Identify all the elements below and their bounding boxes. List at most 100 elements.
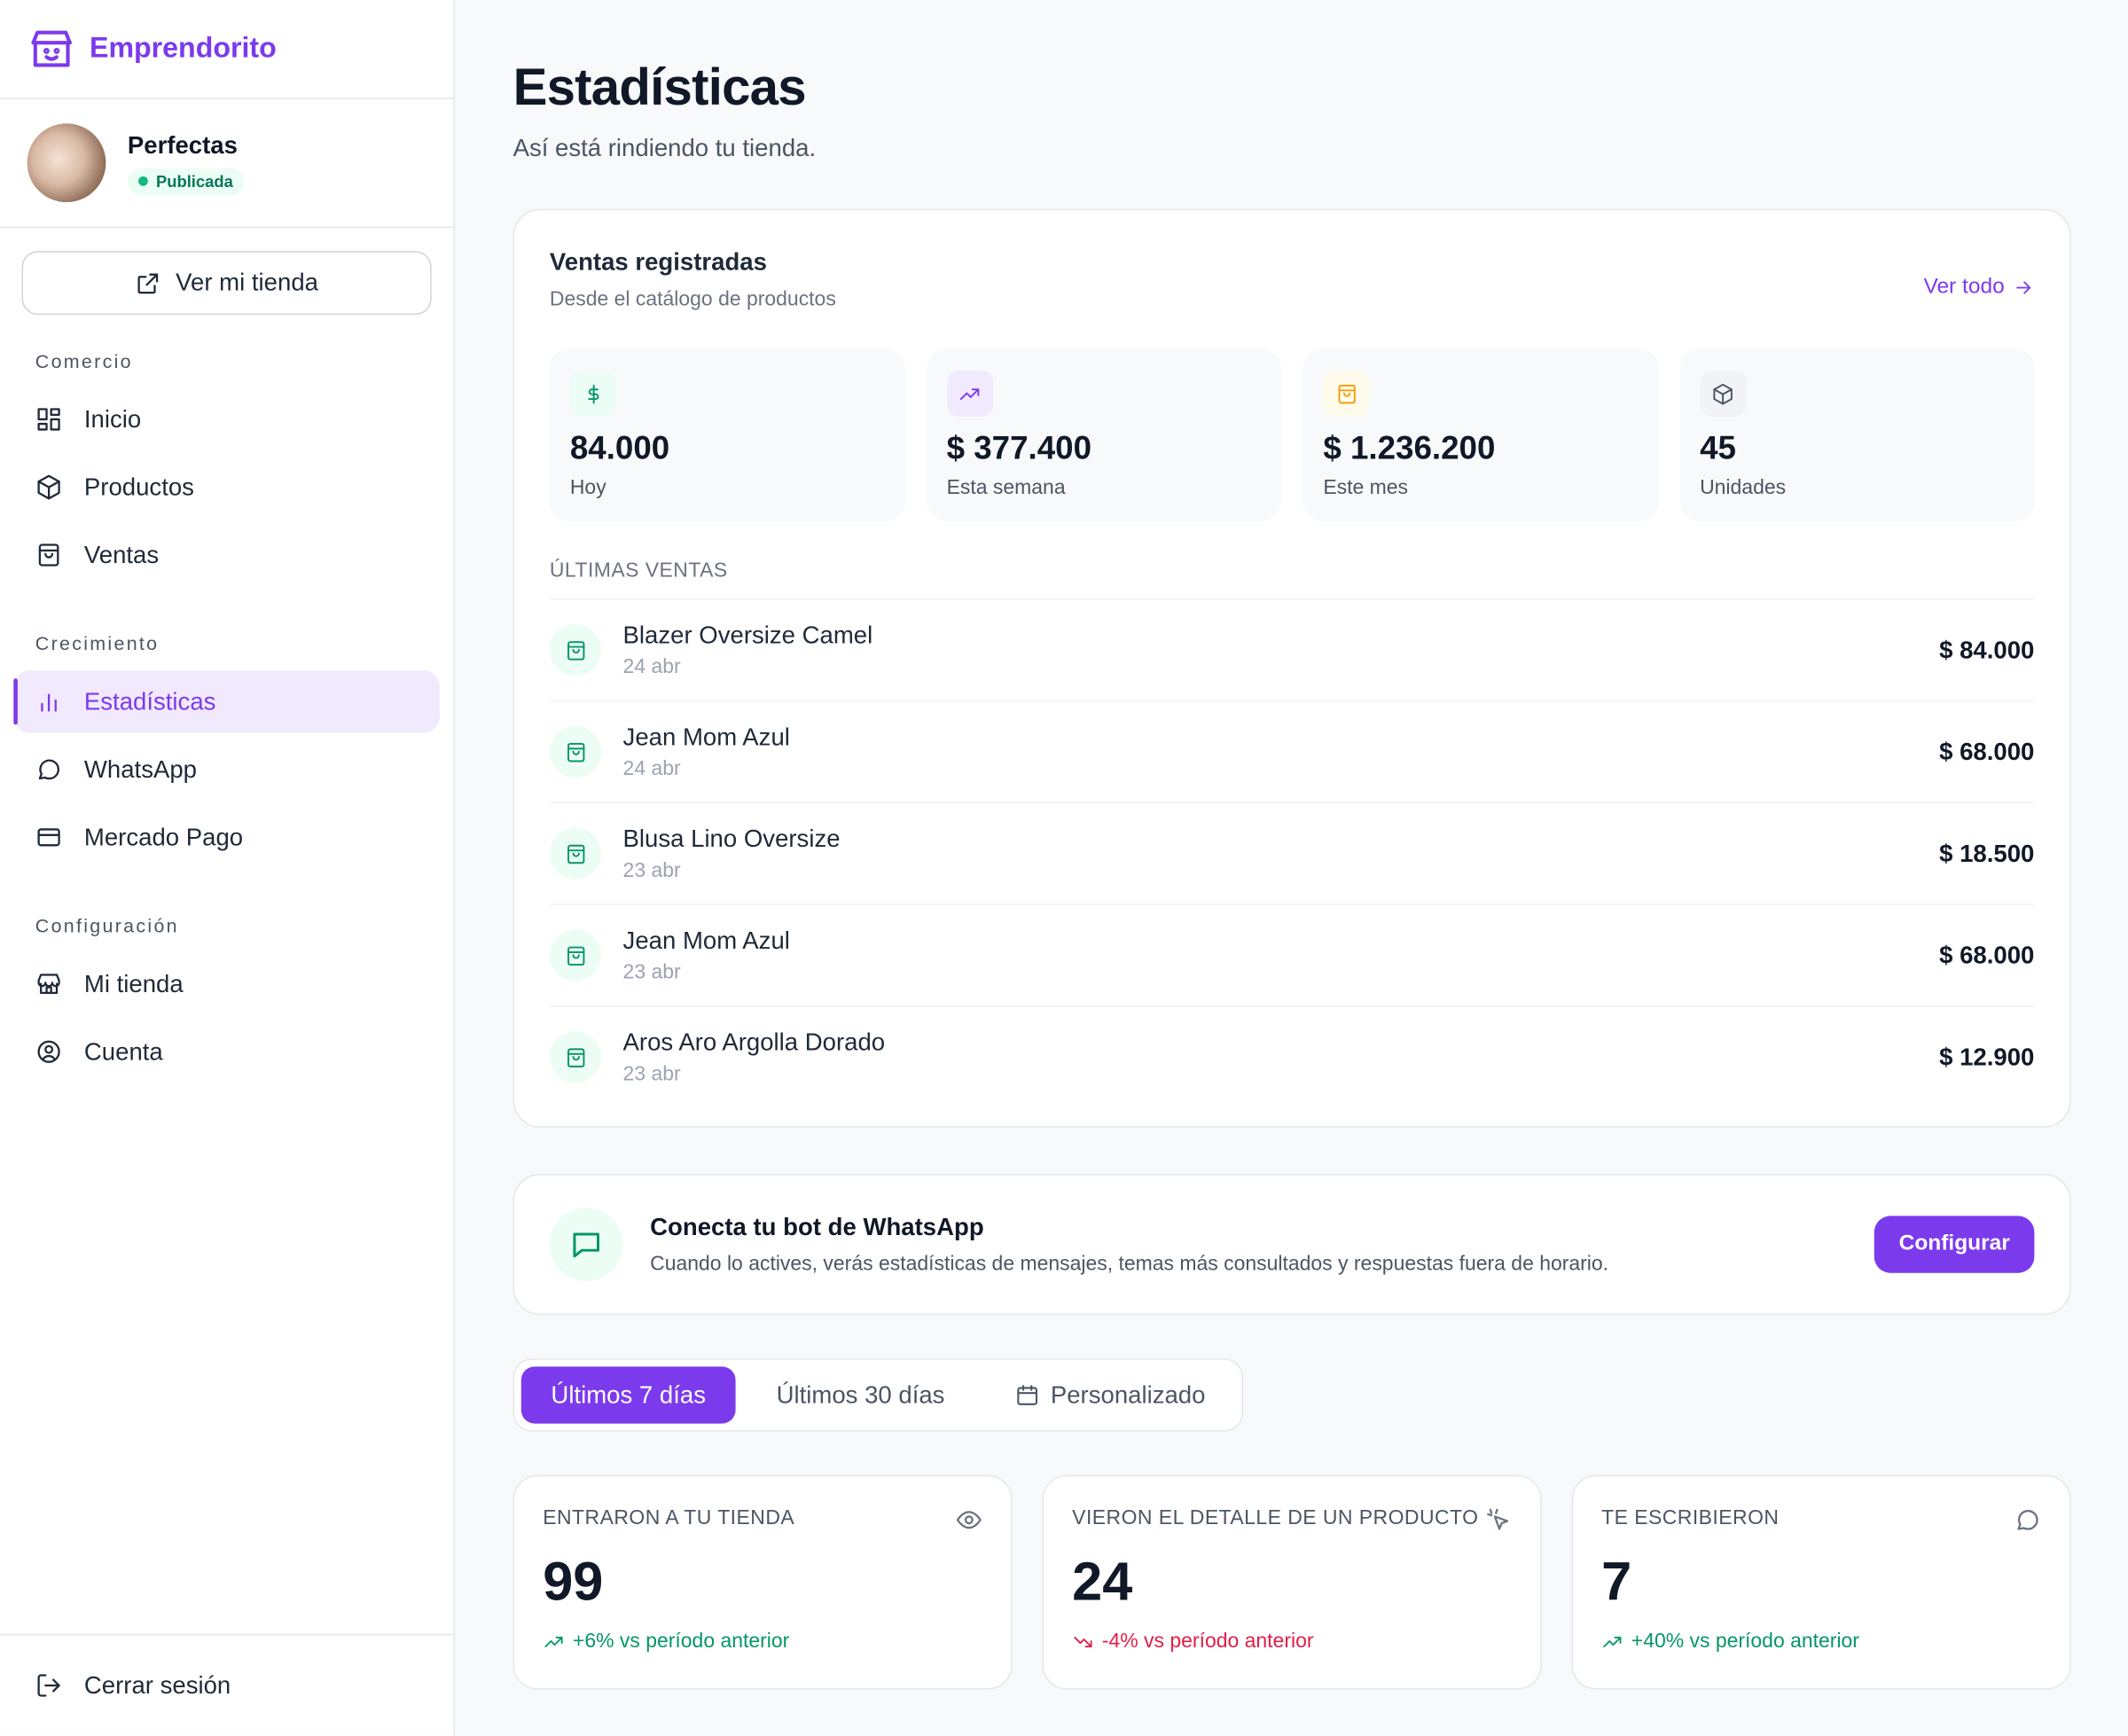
brand-name: Emprendorito [90, 32, 277, 64]
tab-label: Personalizado [1050, 1380, 1206, 1408]
main: Estadísticas Así está rindiendo tu tiend… [455, 0, 2071, 1736]
metric-header: ENTRARON A TU TIENDA [543, 1506, 982, 1534]
sale-row[interactable]: Jean Mom Azul 24 abr $ 68.000 [549, 700, 2034, 802]
metric-header: TE ESCRIBIERON [1601, 1506, 2041, 1534]
icon [1603, 1636, 1622, 1647]
icon [567, 742, 584, 762]
stat-icon [946, 370, 993, 417]
calendar-icon [1017, 1385, 1038, 1405]
nav-label: Cuenta [83, 1037, 163, 1065]
stat-icon [569, 370, 616, 417]
status-text: Publicada [156, 171, 233, 192]
nav-icon [38, 543, 59, 567]
section-title: Comercio [35, 349, 133, 372]
view-store-button[interactable]: Ver mi tienda [21, 251, 432, 316]
icon [587, 384, 598, 403]
section-title: Crecimiento [35, 632, 160, 654]
metric-value: 24 [1072, 1552, 1133, 1613]
metric-header: VIERON EL DETALLE DE UN PRODUCTO [1072, 1506, 1512, 1534]
sale-row[interactable]: Jean Mom Azul 23 abr $ 68.000 [549, 903, 2034, 1005]
range-tab-active[interactable]: Últimos 7 días [520, 1366, 736, 1424]
sale-row[interactable]: Blazer Oversize Camel 24 abr $ 84.000 [549, 598, 2035, 700]
metric-label: ENTRARON A TU TIENDA [543, 1505, 795, 1529]
metric-card: VIERON EL DETALLE DE UN PRODUCTO 24 -4% vs… [1042, 1474, 1542, 1690]
nav-icon [37, 1040, 60, 1063]
metric-change-text: +40% vs período anterior [1631, 1630, 1859, 1654]
nav-label: WhatsApp [83, 755, 198, 783]
range-tab[interactable]: Personalizado [985, 1366, 1235, 1423]
configure-button[interactable]: Configurar [1874, 1216, 2035, 1273]
external-icon [138, 272, 159, 293]
sale-product: Jean Mom Azul [622, 927, 790, 955]
logout[interactable]: Cerrar sesión [0, 1633, 454, 1736]
view-all-link[interactable]: Ver todo [1923, 264, 2034, 310]
nav-label: Mercado Pago [83, 823, 244, 850]
whatsapp-text: Cuando lo actives, verás estadísticas de… [650, 1252, 1609, 1276]
icon [1337, 384, 1356, 403]
stat-value: 45 [1700, 430, 1736, 467]
nav-icon [37, 828, 60, 847]
stat-value: $ 377.400 [946, 430, 1092, 467]
nav-label: Ventas [83, 540, 160, 568]
nav-item[interactable]: Mercado Pago [13, 806, 440, 868]
sale-icon [549, 725, 602, 778]
stat-value: $ 1.236.200 [1323, 430, 1496, 467]
stat-card: $ 377.400 Esta semana [926, 348, 1281, 521]
metric-change: +40% vs período anterior [1601, 1630, 2041, 1653]
stat-label: Unidades [1700, 476, 1787, 500]
nav-item[interactable]: Cuenta [13, 1020, 440, 1083]
sale-row[interactable]: Blusa Lino Oversize 23 abr $ 18.500 [549, 802, 2034, 904]
status-dot [138, 176, 148, 186]
sale-product: Jean Mom Azul [622, 723, 790, 751]
icon [2017, 1509, 2038, 1530]
sale-amount: $ 84.000 [1939, 636, 2035, 663]
nav-label: Inicio [83, 404, 142, 433]
sale-date: 23 abr [622, 858, 681, 882]
metric-value: 7 [1601, 1552, 1632, 1613]
summary-stats: 84.000 Hoy $ 377.400 Esta semana $ 1.236.200… [549, 348, 2035, 521]
nav-item[interactable]: WhatsApp [13, 739, 440, 801]
sale-date: 23 abr [622, 1062, 681, 1086]
nav-item[interactable]: Productos [13, 456, 440, 518]
icon [959, 387, 980, 400]
stat-card: $ 1.236.200 Este mes [1303, 348, 1658, 521]
sale-icon [549, 624, 602, 676]
store-name: Perfectas [127, 130, 238, 159]
nav-icon [37, 974, 60, 995]
metric-change: +6% vs período anterior [543, 1630, 982, 1653]
whatsapp-card: Conecta tu bot de WhatsApp Cuando lo acti… [512, 1173, 2071, 1316]
sale-row[interactable]: Aros Aro Argolla Dorado 23 abr $ 12.900 [549, 1005, 2035, 1107]
stat-card: 84.000 Hoy [549, 348, 905, 521]
sidebar: Emprendorito Perfectas Publicada Ver mi … [0, 0, 455, 1736]
stat-icon [1323, 370, 1370, 417]
metric-change-text: +6% vs período anterior [572, 1630, 790, 1654]
recent-title: ÚLTIMAS VENTAS [549, 559, 728, 583]
sale-icon [549, 827, 602, 880]
range-tab[interactable]: Últimos 30 días [776, 1380, 945, 1408]
brand[interactable]: Emprendorito [0, 0, 454, 99]
card-title: Ventas registradas [549, 248, 767, 276]
sale-amount: $ 12.900 [1939, 1043, 2035, 1070]
nav-icon [37, 408, 60, 431]
nav-icon [38, 759, 59, 780]
icon [956, 1511, 982, 1529]
nav-item[interactable]: Mi tienda [13, 952, 440, 1014]
status-badge: Publicada [127, 168, 245, 195]
nav-item[interactable]: Ventas [13, 524, 440, 586]
icon [567, 640, 584, 660]
nav-item[interactable]: Inicio [13, 388, 440, 450]
button-label: Ver mi tienda [176, 269, 318, 296]
recent-sales: Blazer Oversize Camel 24 abr $ 84.000 Jean … [549, 598, 2035, 1107]
store-avatar [27, 123, 106, 203]
metric-change-text: -4% vs período anterior [1101, 1630, 1314, 1654]
link-label: Ver todo [1923, 275, 2005, 299]
metric-label: TE ESCRIBIERON [1601, 1505, 1780, 1529]
icon [544, 1636, 563, 1647]
page-subtitle: Así está rindiendo tu tienda. [512, 134, 817, 162]
logout-icon [37, 1674, 60, 1697]
icon [1487, 1508, 1509, 1530]
sales-card: Ventas registradas Desde el catálogo de p… [512, 208, 2071, 1128]
nav-item-active[interactable]: Estadísticas [13, 670, 440, 733]
